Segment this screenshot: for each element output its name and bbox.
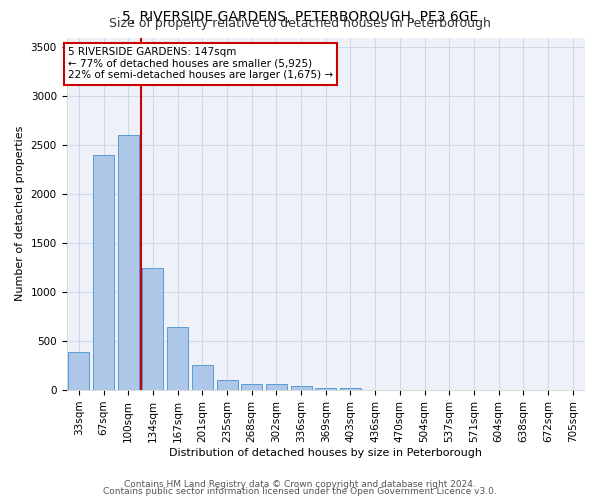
Bar <box>217 380 238 390</box>
Bar <box>68 352 89 390</box>
Bar <box>93 155 114 390</box>
Text: Size of property relative to detached houses in Peterborough: Size of property relative to detached ho… <box>109 18 491 30</box>
Bar <box>290 386 311 390</box>
Text: 5, RIVERSIDE GARDENS, PETERBOROUGH, PE3 6GE: 5, RIVERSIDE GARDENS, PETERBOROUGH, PE3 … <box>122 10 478 24</box>
Bar <box>192 364 213 390</box>
Text: 5 RIVERSIDE GARDENS: 147sqm
← 77% of detached houses are smaller (5,925)
22% of : 5 RIVERSIDE GARDENS: 147sqm ← 77% of det… <box>68 48 333 80</box>
Bar <box>266 384 287 390</box>
Text: Contains HM Land Registry data © Crown copyright and database right 2024.: Contains HM Land Registry data © Crown c… <box>124 480 476 489</box>
Text: Contains public sector information licensed under the Open Government Licence v3: Contains public sector information licen… <box>103 487 497 496</box>
Bar <box>142 268 163 390</box>
Bar <box>340 388 361 390</box>
Bar <box>167 328 188 390</box>
Bar <box>118 136 139 390</box>
Y-axis label: Number of detached properties: Number of detached properties <box>15 126 25 302</box>
Bar <box>241 384 262 390</box>
X-axis label: Distribution of detached houses by size in Peterborough: Distribution of detached houses by size … <box>169 448 482 458</box>
Bar <box>315 388 336 390</box>
